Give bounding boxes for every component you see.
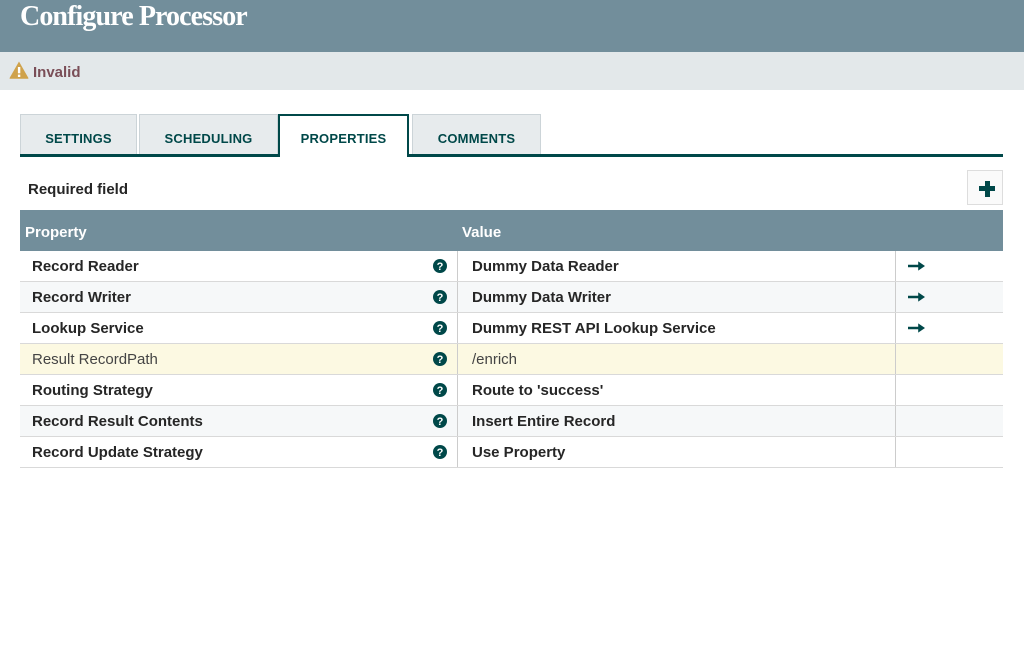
svg-text:?: ? <box>437 385 444 397</box>
svg-text:?: ? <box>437 323 444 335</box>
svg-text:?: ? <box>437 354 444 366</box>
svg-text:?: ? <box>437 292 444 304</box>
svg-text:?: ? <box>437 261 444 273</box>
svg-text:?: ? <box>437 447 444 459</box>
svg-text:?: ? <box>437 416 444 428</box>
